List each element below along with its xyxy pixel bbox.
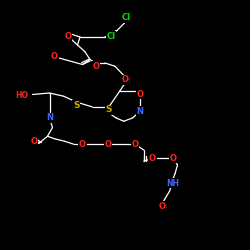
Text: O: O [170, 154, 177, 163]
Text: S: S [73, 100, 80, 110]
Text: Cl: Cl [121, 13, 130, 22]
Text: O: O [105, 140, 112, 149]
Text: Cl: Cl [107, 32, 116, 41]
Text: HO: HO [15, 90, 28, 100]
Text: O: O [92, 62, 99, 71]
Text: S: S [106, 106, 112, 114]
Text: O: O [51, 52, 58, 61]
Text: NH: NH [166, 178, 179, 188]
Text: O: O [122, 76, 128, 84]
Text: O: O [30, 138, 37, 146]
Text: O: O [64, 32, 71, 41]
Text: N: N [46, 114, 53, 122]
Text: O: O [149, 154, 156, 163]
Text: O: O [158, 202, 166, 211]
Text: O: O [132, 140, 138, 149]
Text: O: O [137, 90, 144, 99]
Text: N: N [136, 107, 143, 116]
Text: O: O [79, 140, 86, 149]
